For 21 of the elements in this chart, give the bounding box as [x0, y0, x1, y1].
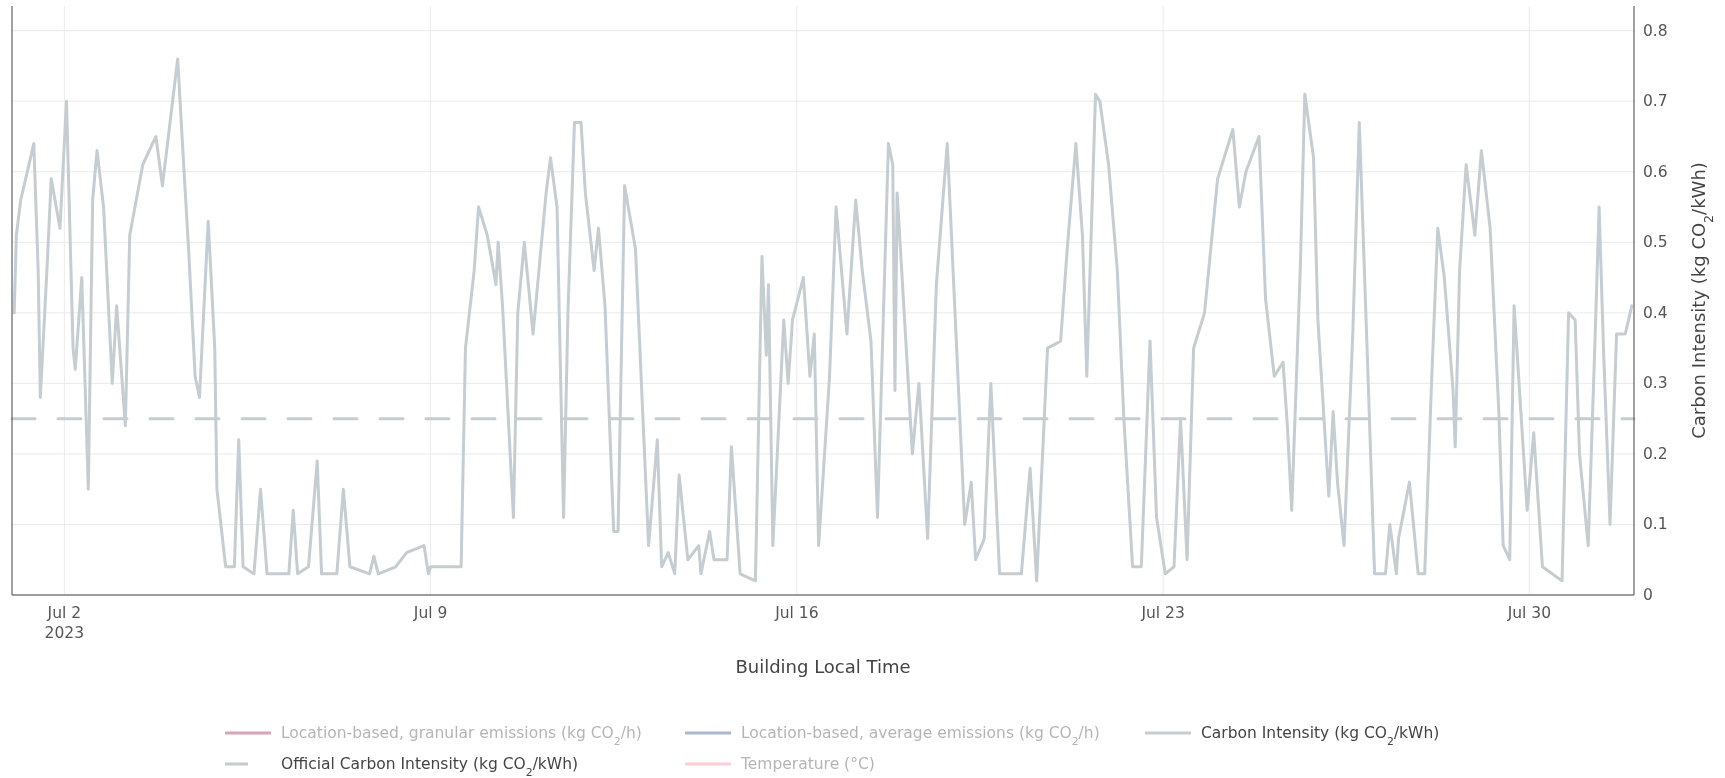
x-tick-label: Jul 30 — [1506, 604, 1552, 622]
x-tick-label: Jul 16 — [774, 604, 819, 622]
y-tick-label: 0 — [1643, 586, 1653, 604]
y-tick-label: 0.5 — [1643, 233, 1668, 252]
y-tick-label: 0.2 — [1643, 444, 1668, 463]
y-tick-label: 0.1 — [1643, 515, 1668, 534]
y-tick-label: 0.3 — [1643, 374, 1668, 393]
x-tick-label: Jul 23 — [1140, 604, 1185, 622]
legend-label: Location-based, average emissions (kg CO$_{2}$/h) — [741, 724, 1100, 748]
x-tick-label: Jul 2 2023 — [44, 604, 85, 642]
y-tick-label: 0.4 — [1643, 303, 1668, 322]
legend-label: Carbon Intensity (kg CO$_{2}$/kWh) — [1201, 724, 1440, 748]
x-tick-label: Jul 9 — [412, 604, 448, 622]
y-tick-label: 0.7 — [1643, 92, 1668, 111]
legend-label: Location-based, granular emissions (kg CO$_{2}$/h) — [281, 724, 642, 748]
y-tick-label: 0.8 — [1643, 21, 1668, 40]
line-series — [12, 57, 1634, 583]
legend-label: Official Carbon Intensity (kg CO$_{2}$/kWh) — [281, 755, 579, 778]
x-axis-title: Building Local Time — [735, 656, 911, 677]
legend-label: Temperature (°C) — [740, 755, 875, 773]
y-tick-label: 0.6 — [1643, 162, 1668, 181]
